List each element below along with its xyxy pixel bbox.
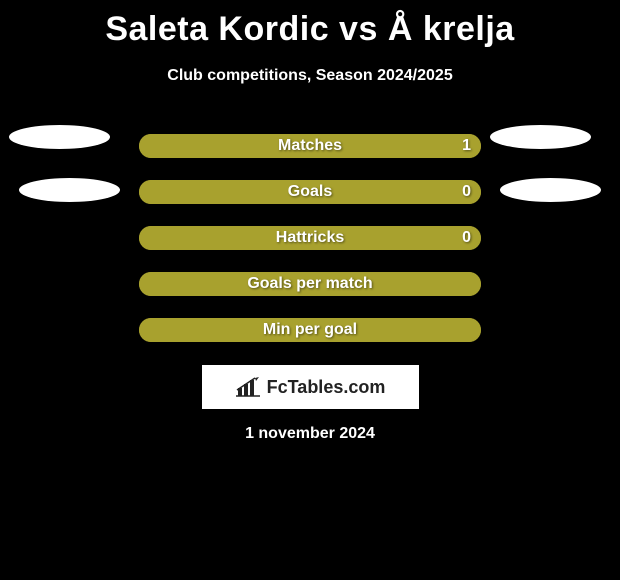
comparison-chart: Matches 1 Goals 0 Hattricks 0 Goals per … (0, 123, 620, 353)
page-subtitle: Club competitions, Season 2024/2025 (0, 67, 620, 85)
bar-container: Hattricks 0 (139, 226, 481, 250)
bar-label: Matches (278, 137, 342, 155)
chart-icon (235, 377, 261, 397)
stat-row-goals-per-match: Goals per match (0, 261, 620, 307)
stat-row-min-per-goal: Min per goal (0, 307, 620, 353)
bar-value: 1 (462, 137, 471, 155)
bar-container: Min per goal (139, 318, 481, 342)
page-title: Saleta Kordic vs Å krelja (0, 0, 620, 49)
bar-value: 0 (462, 229, 471, 247)
logo-text: FcTables.com (267, 377, 386, 398)
logo[interactable]: FcTables.com (235, 377, 386, 398)
bar-container: Goals 0 (139, 180, 481, 204)
date-label: 1 november 2024 (0, 425, 620, 443)
bar-label: Min per goal (263, 321, 357, 339)
bar-label: Goals per match (247, 275, 372, 293)
bar-container: Goals per match (139, 272, 481, 296)
bar-container: Matches 1 (139, 134, 481, 158)
stat-row-goals: Goals 0 (0, 169, 620, 215)
logo-box: FcTables.com (202, 365, 419, 409)
stat-row-hattricks: Hattricks 0 (0, 215, 620, 261)
stat-row-matches: Matches 1 (0, 123, 620, 169)
bar-label: Goals (288, 183, 332, 201)
bar-value: 0 (462, 183, 471, 201)
bar-label: Hattricks (276, 229, 344, 247)
